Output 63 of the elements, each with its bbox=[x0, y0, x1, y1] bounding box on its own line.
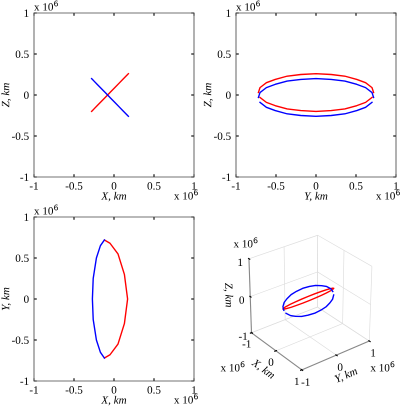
x-axis-title: X, km bbox=[100, 396, 126, 406]
x-tick-label: -0.5 bbox=[66, 386, 82, 394]
x-tick-label: 1 bbox=[192, 386, 196, 394]
x-tick-label: 0.5 bbox=[349, 182, 363, 190]
line-series bbox=[90, 72, 130, 112]
y-tick-label: -1 bbox=[222, 174, 230, 181]
x-axis-title: Y, km bbox=[304, 192, 328, 202]
y-tick-label: 1 bbox=[24, 214, 28, 221]
y-tick-label: 0 bbox=[24, 295, 29, 303]
text: -1 bbox=[238, 332, 248, 340]
y-tick-label: 1 bbox=[226, 10, 230, 17]
x-tick-label: -1 bbox=[232, 182, 240, 190]
line-series bbox=[258, 72, 374, 94]
line-series bbox=[104, 239, 128, 359]
text: x 10$^{6}$ bbox=[34, 0, 58, 11]
x-tick-label: 0 bbox=[112, 182, 116, 190]
y-axis-title: Z, km bbox=[203, 83, 213, 108]
x-tick-label: -1 bbox=[30, 386, 38, 394]
y-tick-label: 0 bbox=[24, 91, 29, 99]
x-tick-label: 0.5 bbox=[147, 386, 161, 394]
x-tick-label: 0.5 bbox=[147, 182, 161, 190]
line-series bbox=[259, 102, 373, 118]
line-series bbox=[258, 78, 374, 98]
y-tick-label: -1 bbox=[20, 378, 28, 385]
text: x 10$^{6}$ bbox=[234, 237, 258, 248]
y-axis-title: Y, km bbox=[1, 288, 11, 310]
x-tick-label: 0 bbox=[314, 182, 318, 190]
line-series bbox=[90, 78, 130, 118]
x-axis-title: X, km bbox=[100, 192, 126, 202]
x-tick-label: -0.5 bbox=[268, 182, 284, 190]
x-tick-label: 1 bbox=[394, 182, 398, 190]
y-tick-label: 0 bbox=[226, 91, 231, 99]
y-tick-label: -0.5 bbox=[214, 132, 231, 140]
y-tick-label: 0.5 bbox=[16, 50, 29, 58]
x-tick-label: 1 bbox=[192, 182, 196, 190]
text: 0 bbox=[338, 363, 343, 371]
text: -1 bbox=[301, 378, 310, 386]
y-tick-label: 1 bbox=[24, 10, 28, 17]
text: 0 bbox=[268, 358, 274, 366]
text: -1 bbox=[242, 340, 251, 348]
text: x 10$^{6}$ bbox=[370, 361, 394, 372]
text: x 10$^{6}$ bbox=[174, 394, 198, 404]
y-axis-title: Z, km bbox=[1, 83, 11, 108]
text: 1 bbox=[238, 258, 242, 266]
x-tick-label: -0.5 bbox=[66, 182, 82, 190]
x-tick-label: 0 bbox=[112, 386, 116, 394]
text: x 10$^{6}$ bbox=[376, 190, 400, 200]
line-series bbox=[259, 96, 373, 112]
text: x 10$^{6}$ bbox=[174, 190, 198, 200]
text: x 10$^{6}$ bbox=[220, 361, 245, 372]
y-tick-label: 0.5 bbox=[16, 254, 29, 262]
x-tick-label: -1 bbox=[30, 182, 38, 190]
text: 0 bbox=[239, 296, 244, 304]
text: 1 bbox=[294, 378, 299, 386]
y-tick-label: 0.5 bbox=[218, 50, 231, 58]
text: 1 bbox=[371, 349, 376, 356]
line-series bbox=[92, 239, 106, 359]
text: x 10$^{6}$ bbox=[34, 204, 58, 215]
text: Z, km bbox=[223, 282, 234, 308]
text: x 10$^{6}$ bbox=[236, 0, 260, 11]
y-tick-label: -0.5 bbox=[12, 336, 29, 344]
y-tick-label: -1 bbox=[20, 174, 28, 181]
y-tick-label: -0.5 bbox=[12, 132, 29, 140]
